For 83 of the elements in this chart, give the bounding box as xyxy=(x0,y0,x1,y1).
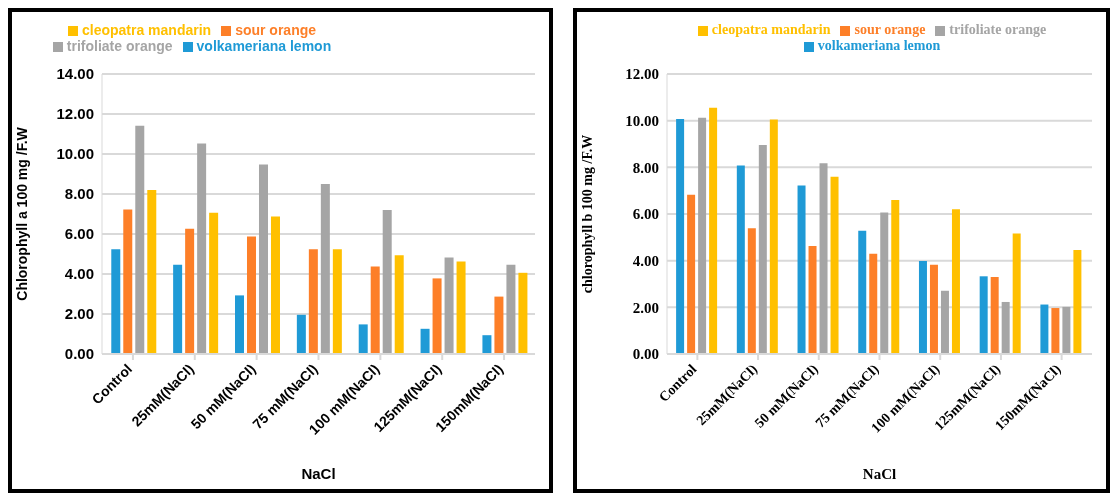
bar xyxy=(432,278,442,354)
y-tick-label: 2.00 xyxy=(632,299,659,316)
bar xyxy=(918,260,927,354)
y-tick-label: 2.00 xyxy=(64,305,94,323)
y-tick-label: 12.00 xyxy=(625,66,659,83)
bar xyxy=(1051,308,1060,354)
bar xyxy=(1062,306,1071,354)
bar xyxy=(358,324,368,354)
bar xyxy=(736,165,745,354)
bar xyxy=(197,143,207,354)
legend-label: trifoliate orange xyxy=(949,22,1047,37)
bar xyxy=(123,209,133,354)
bar xyxy=(769,119,778,354)
legend-label: volkameriana lemon xyxy=(817,38,941,53)
y-tick-label: 14.00 xyxy=(56,65,94,83)
bar xyxy=(494,296,504,354)
bar xyxy=(482,335,492,354)
y-tick-label: 8.00 xyxy=(632,159,659,176)
bar xyxy=(979,276,988,354)
bar xyxy=(370,266,380,354)
bar xyxy=(808,245,817,354)
legend-label: sour orange xyxy=(854,22,926,37)
legend-label: cleopatra mandarin xyxy=(81,22,212,38)
y-tick-label: 4.00 xyxy=(64,265,94,283)
y-tick-label: 12.00 xyxy=(56,105,94,123)
bar xyxy=(858,230,867,354)
bar xyxy=(296,314,306,354)
bar xyxy=(506,264,516,354)
bar xyxy=(676,119,685,354)
bar xyxy=(990,277,999,354)
y-axis-title: chlorophyll b 100 mg /F.W xyxy=(579,134,595,294)
bar xyxy=(444,257,454,354)
bar xyxy=(747,228,756,354)
bar xyxy=(420,328,430,354)
legend-label: sour orange xyxy=(235,22,317,38)
legend-label: trifoliate orange xyxy=(66,38,173,54)
bar xyxy=(819,163,828,354)
x-axis-title: NaCl xyxy=(301,465,336,482)
y-tick-label: 0.00 xyxy=(64,345,94,363)
bar xyxy=(880,212,889,354)
y-tick-label: 4.00 xyxy=(632,252,659,269)
bar xyxy=(185,228,195,354)
bar xyxy=(797,185,806,354)
bar xyxy=(382,210,392,354)
bar xyxy=(270,216,280,354)
bar xyxy=(320,184,330,354)
bar xyxy=(758,144,767,354)
bar xyxy=(1073,249,1082,354)
bar xyxy=(332,249,342,354)
bar xyxy=(951,209,960,354)
y-tick-label: 10.00 xyxy=(56,145,94,163)
y-tick-label: 6.00 xyxy=(64,225,94,243)
bar xyxy=(246,236,256,354)
bar xyxy=(258,164,268,354)
y-tick-label: 0.00 xyxy=(632,346,659,363)
bar xyxy=(1001,301,1010,354)
bar xyxy=(308,249,318,354)
y-tick-label: 8.00 xyxy=(64,185,94,203)
bar xyxy=(940,290,949,354)
bar xyxy=(830,176,839,354)
bar xyxy=(518,272,528,354)
bar xyxy=(173,264,183,354)
x-axis-title: NaCl xyxy=(862,466,897,482)
y-tick-label: 6.00 xyxy=(632,206,659,223)
bar xyxy=(869,253,878,354)
bar xyxy=(891,200,900,354)
bar xyxy=(394,255,404,354)
bar xyxy=(1012,233,1021,354)
bar xyxy=(209,212,219,354)
y-tick-label: 10.00 xyxy=(625,112,659,129)
bar xyxy=(687,194,696,354)
bar xyxy=(456,261,466,354)
bar xyxy=(698,117,707,354)
bar xyxy=(1040,304,1049,354)
bar xyxy=(709,107,718,354)
legend-label: cleopatra mandarin xyxy=(711,22,831,37)
bar xyxy=(111,249,121,354)
bar xyxy=(147,190,157,354)
bar xyxy=(234,295,244,354)
legend-label: volkameriana lemon xyxy=(196,38,332,54)
bar xyxy=(929,264,938,354)
y-axis-title: Chlorophyll a 100 mg /F.W xyxy=(13,126,30,301)
bar xyxy=(135,125,145,354)
